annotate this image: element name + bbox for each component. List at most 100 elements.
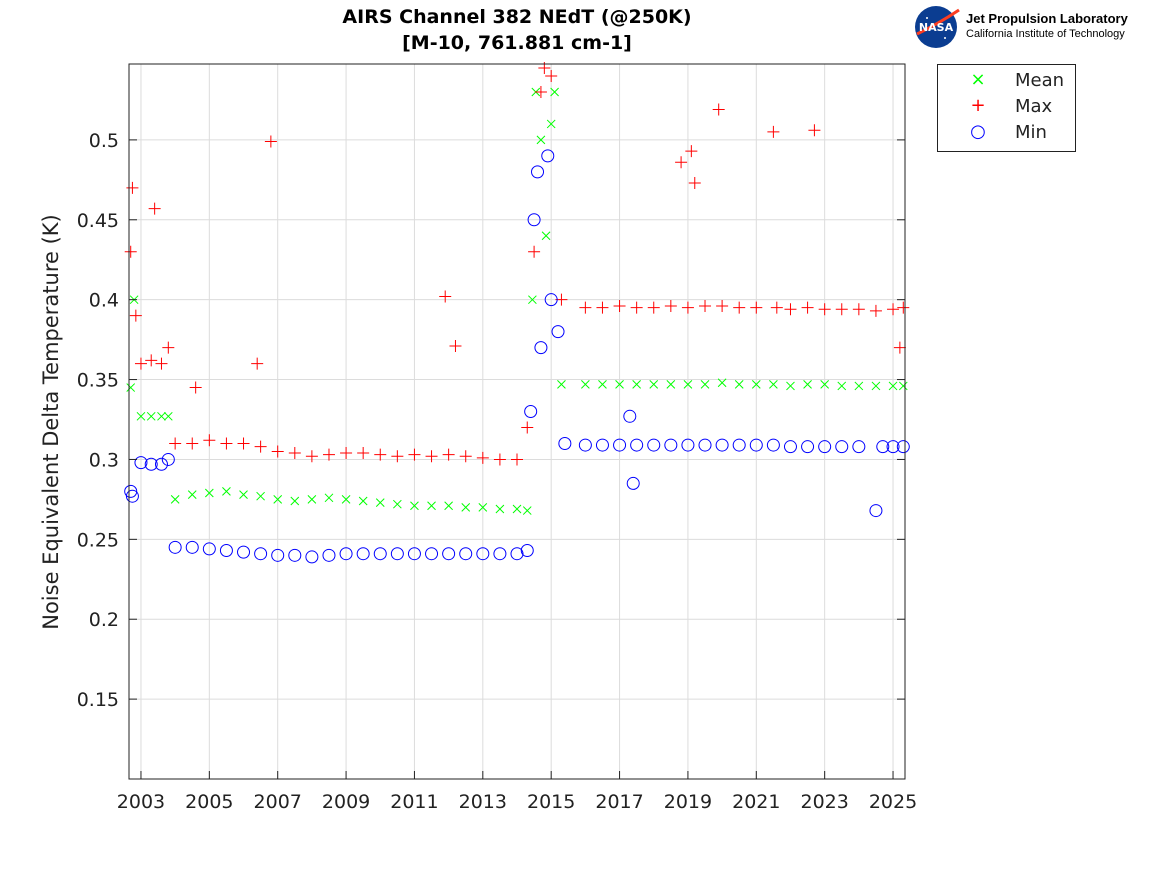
legend-label: Mean [1015,70,1065,91]
legend: × Mean + Max ○ Min [937,64,1076,152]
min-point [185,540,199,554]
min-point [407,547,421,561]
mean-point [803,379,812,389]
mean-point [358,496,368,506]
min-point [202,542,216,556]
min-point [715,438,729,452]
mean-point [163,411,173,421]
mean-point [898,381,908,391]
max-point [835,303,848,316]
min-point [783,440,797,454]
max-point [476,451,489,464]
min-point [425,547,439,561]
min-point [476,547,490,561]
min-point [168,540,182,554]
max-point [148,202,161,215]
max-point [134,357,147,370]
mean-point [683,379,693,389]
circle-marker-icon: ○ [970,121,986,142]
max-point [459,450,472,463]
grid [129,64,905,779]
min-point [852,440,866,454]
mean-point [256,491,265,501]
x-tick-label: 2011 [390,791,438,813]
max-point [897,301,910,314]
max-point [893,341,906,354]
min-point [818,440,832,454]
min-point [254,547,268,561]
min-point [288,548,302,562]
max-point [521,421,534,434]
min-point [134,456,148,470]
mean-point [239,490,248,499]
max-point [528,245,541,258]
x-tick-label: 2025 [869,791,917,813]
max-point [126,181,139,194]
max-point [733,301,746,314]
min-point [801,440,815,454]
mean-point [157,411,166,421]
legend-label: Max [1015,96,1053,117]
mean-point [854,381,864,391]
mean-point [598,379,607,389]
max-point [493,453,506,466]
max-point [442,448,455,461]
mean-point [512,504,522,514]
series-min [124,149,910,564]
max-point [340,447,353,460]
mean-point [528,295,537,305]
nasa-logo-text: NASA [919,21,954,34]
max-point [203,434,216,447]
max-point [439,290,452,303]
legend-label: Min [1015,122,1047,143]
legend-item-mean: × Mean [938,69,1075,95]
min-point [144,457,158,471]
min-point [578,438,592,452]
min-point [876,440,890,454]
max-point [699,300,712,313]
chart-title: AIRS Channel 382 NEdT (@250K) [M-10, 761… [129,4,905,56]
mean-point [734,379,744,389]
max-point [449,340,462,353]
mean-point [632,379,642,389]
max-point [630,301,643,314]
max-point [716,300,729,313]
max-point [408,448,421,461]
max-point [322,448,335,461]
y-tick-label: 0.45 [77,210,119,232]
min-point [442,547,456,561]
max-point [887,303,900,316]
y-tick-label: 0.35 [77,370,119,392]
max-point [545,69,558,82]
min-point [373,547,387,561]
mean-point [700,379,710,389]
mean-point [324,493,334,503]
series-max [124,61,910,466]
legend-item-min: ○ Min [938,121,1075,147]
min-point [749,438,763,452]
min-point [531,165,545,179]
max-point [271,445,284,458]
max-point [124,245,137,258]
mean-point [187,490,197,499]
series-mean [126,87,908,515]
mean-point [427,501,436,511]
max-point [288,447,301,460]
min-point [125,489,139,503]
mean-point [273,495,283,504]
mean-point [126,383,136,392]
mean-point [786,381,795,391]
mean-point [888,381,898,391]
max-point [647,301,660,314]
x-tick-label: 2009 [322,791,370,813]
max-point [664,300,677,313]
x-tick-label: 2005 [185,791,233,813]
max-point [852,303,865,316]
data-marks [124,61,910,564]
min-point [305,550,319,564]
mean-point [444,501,453,511]
min-point [520,544,534,558]
y-tick-label: 0.25 [77,529,119,551]
min-point [219,544,233,558]
max-point [169,437,182,450]
